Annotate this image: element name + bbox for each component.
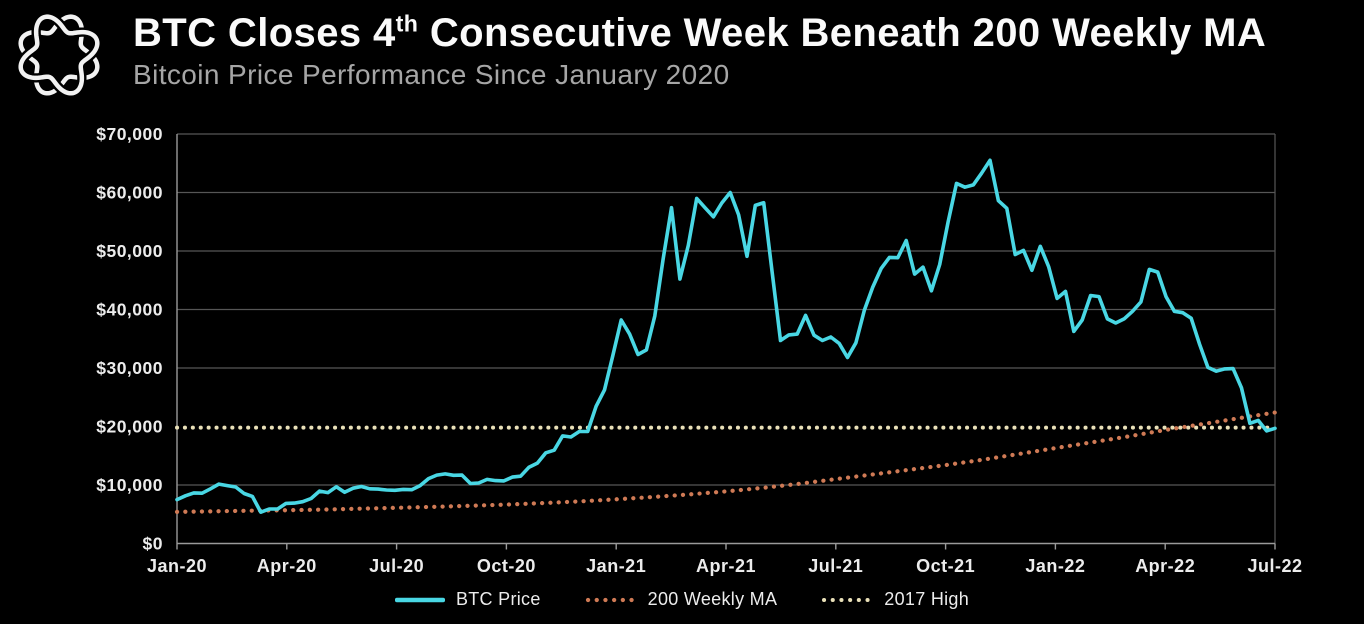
title-text-rest: Consecutive Week Beneath 200 Weekly MA xyxy=(418,11,1267,55)
y-axis-label: $0 xyxy=(143,534,163,554)
x-axis-label: Apr-21 xyxy=(696,556,756,576)
legend-label-200-weekly-ma: 200 Weekly MA xyxy=(647,589,778,609)
legend-item-2017-high: 2017 High xyxy=(821,589,969,610)
logo xyxy=(10,6,108,104)
y-axis-label: $50,000 xyxy=(96,241,163,261)
x-axis-label: Jan-20 xyxy=(147,556,207,576)
x-axis-label: Jul-20 xyxy=(369,556,424,576)
legend-label-btc-price: BTC Price xyxy=(455,589,541,609)
y-axis-label: $10,000 xyxy=(96,475,163,495)
knot-strand xyxy=(18,14,100,96)
x-axis-label: Jan-21 xyxy=(586,556,646,576)
btc-price-line-swatch-icon xyxy=(394,597,445,602)
x-axis-label: Jul-22 xyxy=(1247,556,1302,576)
high-dotted-swatch-icon xyxy=(822,597,874,602)
legend-item-200-weekly-ma: 200 Weekly MA xyxy=(585,589,778,610)
title-text: BTC Closes 4 xyxy=(133,11,396,55)
y-axis-label: $20,000 xyxy=(96,417,163,437)
legend-label-2017-high: 2017 High xyxy=(884,589,970,609)
y-axis-label: $30,000 xyxy=(96,358,163,378)
x-axis-label: Jan-22 xyxy=(1025,556,1085,576)
ma-dotted-swatch-icon xyxy=(585,597,637,602)
y-axis-label: $60,000 xyxy=(96,183,163,203)
knot-wreath-icon xyxy=(16,12,102,98)
x-axis-label: Jul-21 xyxy=(808,556,863,576)
x-axis-label: Oct-20 xyxy=(477,556,536,576)
series-200-weekly-ma xyxy=(174,410,1278,514)
series-btc-price xyxy=(175,158,1277,515)
page-title: BTC Closes 4th Consecutive Week Beneath … xyxy=(133,10,1356,56)
chart-legend: BTC Price 200 Weekly MA 2017 High xyxy=(0,589,1364,610)
x-axis-label: Oct-21 xyxy=(916,556,975,576)
title-superscript: th xyxy=(395,10,419,37)
y-axis-label: $40,000 xyxy=(96,300,163,320)
y-axis-label: $70,000 xyxy=(96,124,163,144)
x-axis-label: Apr-22 xyxy=(1135,556,1195,576)
header: BTC Closes 4th Consecutive Week Beneath … xyxy=(133,10,1356,91)
x-axis-label: Apr-20 xyxy=(257,556,317,576)
page-subtitle: Bitcoin Price Performance Since January … xyxy=(133,59,730,90)
legend-item-btc-price: BTC Price xyxy=(394,589,541,610)
